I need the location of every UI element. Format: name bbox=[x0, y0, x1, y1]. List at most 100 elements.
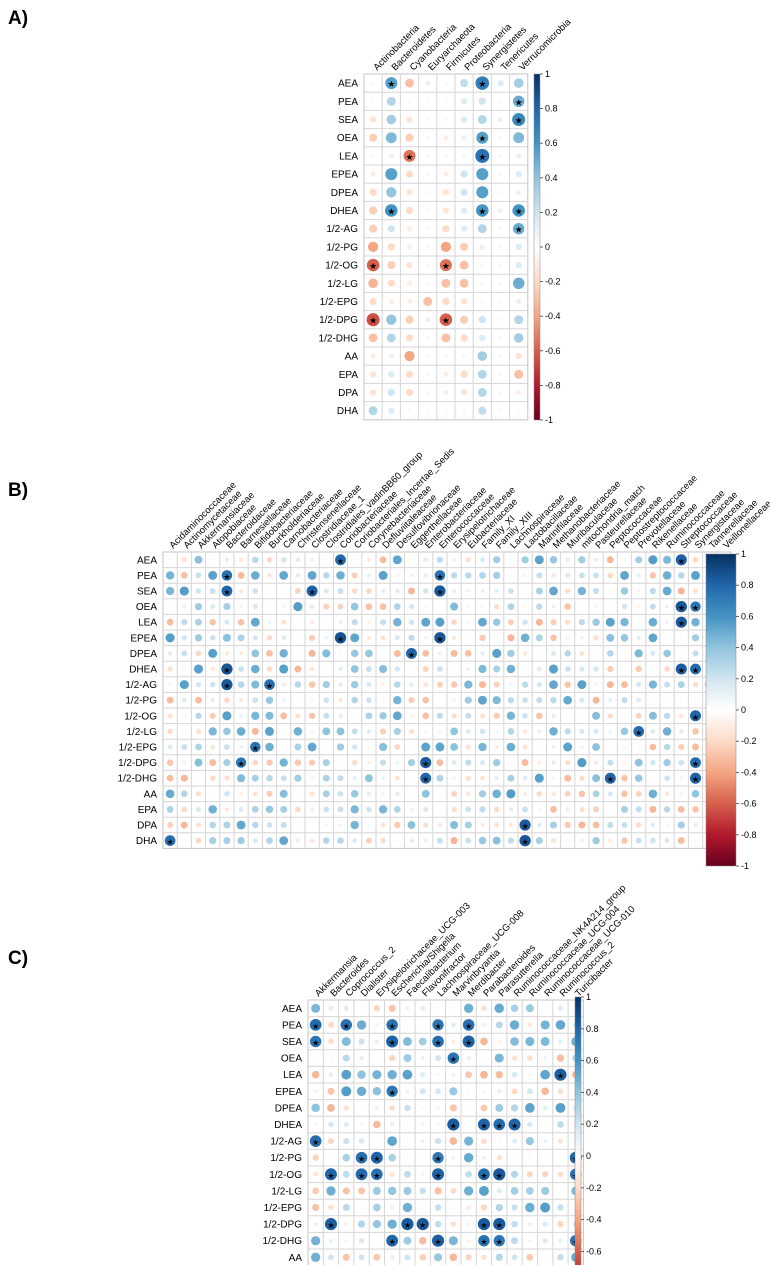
correlation-circle bbox=[620, 727, 629, 736]
significance-star: ★ bbox=[557, 1072, 564, 1081]
row-label: EPA bbox=[339, 370, 359, 381]
correlation-circle bbox=[621, 805, 628, 813]
significance-star: ★ bbox=[678, 666, 685, 675]
correlation-circle bbox=[350, 633, 360, 643]
correlation-circle bbox=[425, 390, 430, 395]
correlation-circle bbox=[310, 807, 315, 812]
correlation-circle bbox=[337, 806, 344, 813]
correlation-circle bbox=[662, 727, 672, 736]
correlation-circle bbox=[338, 823, 343, 827]
correlation-circle bbox=[281, 619, 287, 625]
correlation-circle bbox=[480, 299, 485, 304]
correlation-circle bbox=[535, 587, 543, 595]
correlation-circle bbox=[634, 649, 643, 658]
correlation-circle bbox=[296, 792, 300, 796]
correlation-circle bbox=[623, 714, 626, 718]
correlation-circle bbox=[182, 714, 186, 718]
row-label: AEA bbox=[282, 1004, 302, 1015]
correlation-circle bbox=[436, 681, 443, 688]
correlation-circle bbox=[462, 154, 466, 158]
correlation-circle bbox=[237, 681, 245, 688]
correlation-circle bbox=[608, 729, 613, 734]
correlation-circle bbox=[309, 791, 315, 797]
correlation-circle bbox=[281, 698, 286, 703]
correlation-circle bbox=[663, 758, 671, 767]
correlation-circle bbox=[406, 1123, 409, 1126]
correlation-circle bbox=[460, 207, 468, 214]
correlation-circle bbox=[422, 712, 430, 720]
correlation-circle bbox=[555, 1020, 566, 1030]
correlation-circle bbox=[593, 666, 599, 672]
correlation-circle bbox=[393, 727, 401, 735]
correlation-circle bbox=[322, 680, 330, 689]
correlation-circle bbox=[239, 791, 243, 796]
correlation-circle bbox=[351, 572, 358, 579]
correlation-circle bbox=[477, 115, 487, 124]
correlation-circle bbox=[497, 1139, 501, 1143]
correlation-circle bbox=[338, 713, 343, 718]
correlation-circle bbox=[675, 600, 687, 613]
correlation-circle bbox=[664, 681, 671, 688]
correlation-circle bbox=[479, 806, 486, 813]
correlation-circle bbox=[252, 588, 259, 594]
correlation-circle bbox=[395, 588, 400, 594]
correlation-circle bbox=[536, 682, 542, 688]
row-label: 1/2-AG bbox=[125, 680, 157, 691]
significance-star: ★ bbox=[434, 1155, 441, 1164]
correlation-circle bbox=[386, 314, 397, 325]
row-label: AA bbox=[144, 789, 158, 800]
correlation-circle bbox=[648, 633, 658, 643]
correlation-circle bbox=[279, 649, 288, 658]
correlation-circle bbox=[366, 697, 372, 703]
correlation-circle bbox=[481, 1155, 487, 1160]
correlation-circle bbox=[165, 586, 175, 596]
correlation-circle bbox=[450, 602, 459, 611]
correlation-circle bbox=[514, 315, 524, 325]
correlation-circle bbox=[664, 775, 670, 781]
correlation-circle bbox=[526, 1171, 533, 1178]
correlation-circle bbox=[465, 837, 472, 844]
correlation-circle bbox=[635, 556, 643, 564]
row-label: 1/2-PG bbox=[326, 242, 358, 253]
correlation-circle bbox=[648, 789, 658, 799]
correlation-circle bbox=[294, 588, 301, 594]
correlation-circle bbox=[380, 822, 386, 828]
correlation-circle bbox=[322, 649, 331, 658]
correlation-circle bbox=[540, 1020, 550, 1030]
correlation-circle bbox=[322, 727, 331, 736]
correlation-circle bbox=[528, 1156, 532, 1160]
correlation-circle bbox=[635, 712, 642, 719]
correlation-circle bbox=[410, 745, 413, 749]
correlation-circle bbox=[522, 744, 528, 750]
correlation-circle bbox=[511, 1088, 518, 1095]
correlation-circle bbox=[494, 603, 500, 610]
correlation-circle bbox=[593, 728, 599, 734]
colorbar bbox=[574, 996, 582, 1265]
correlation-circle bbox=[238, 698, 244, 703]
correlation-circle bbox=[369, 133, 378, 142]
correlation-circle bbox=[551, 776, 556, 780]
correlation-circle bbox=[409, 682, 414, 687]
correlation-circle bbox=[479, 244, 485, 250]
correlation-circle bbox=[405, 206, 414, 215]
correlation-circle bbox=[341, 1069, 352, 1080]
correlation-circle bbox=[444, 117, 448, 122]
correlation-circle bbox=[425, 263, 430, 267]
correlation-circle bbox=[579, 666, 585, 672]
correlation-circle bbox=[296, 636, 300, 640]
correlation-circle bbox=[451, 1155, 456, 1160]
row-label: 1/2-EPG bbox=[320, 297, 359, 308]
correlation-circle bbox=[482, 1089, 486, 1093]
significance-star: ★ bbox=[436, 635, 443, 644]
correlation-circle bbox=[350, 680, 359, 689]
correlation-circle bbox=[550, 634, 557, 642]
colorbar-tick-label: -0.8 bbox=[741, 830, 757, 840]
correlation-circle bbox=[465, 744, 471, 750]
correlation-circle bbox=[238, 807, 244, 812]
correlation-circle bbox=[373, 1005, 380, 1012]
correlation-circle bbox=[512, 204, 525, 217]
correlation-circle bbox=[360, 1106, 363, 1110]
colorbar-tick-label: 0 bbox=[741, 705, 746, 715]
correlation-circle bbox=[464, 650, 472, 657]
correlation-circle bbox=[436, 774, 444, 782]
